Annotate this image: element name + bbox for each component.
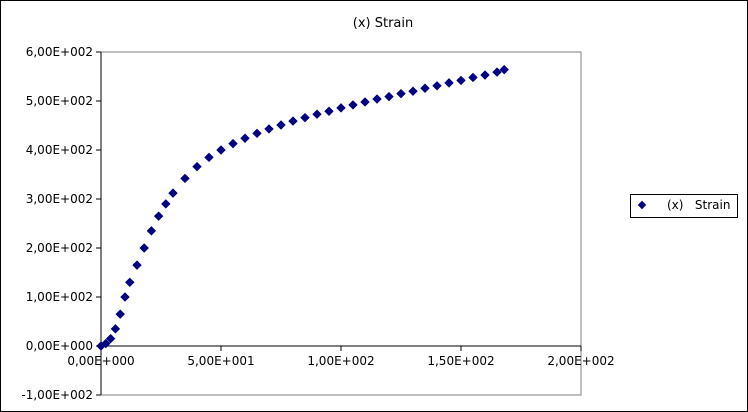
- y-tick-label: 6,00E+002: [26, 45, 93, 59]
- chart-title: (x) Strain: [352, 16, 414, 31]
- data-point: [204, 152, 214, 163]
- data-point: [408, 86, 418, 96]
- data-point: [360, 97, 370, 107]
- x-tick-label: 2,00E+002: [547, 354, 614, 368]
- data-point: [300, 112, 310, 123]
- data-point: [161, 199, 171, 209]
- data-point: [372, 94, 382, 104]
- y-tick-label: 5,00E+002: [26, 94, 93, 108]
- data-point: [468, 72, 478, 83]
- legend: (x) Strain: [630, 194, 738, 218]
- data-point: [180, 173, 190, 184]
- data-point: [276, 120, 286, 130]
- data-point: [120, 292, 130, 302]
- data-point: [499, 64, 509, 75]
- data-point: [216, 145, 226, 155]
- legend-label: (x) Strain: [667, 198, 731, 212]
- data-point: [396, 88, 406, 99]
- data-point: [105, 333, 116, 344]
- x-tick-label: 0,00E+000: [67, 354, 134, 368]
- data-point: [110, 324, 121, 334]
- data-point: [139, 243, 149, 253]
- y-tick-label: 1,00E+002: [26, 290, 93, 304]
- data-point: [101, 338, 111, 349]
- data-point: [153, 211, 164, 221]
- data-point: [324, 106, 334, 116]
- points-layer: [96, 64, 509, 351]
- data-point: [420, 83, 430, 93]
- y-tick-label: 3,00E+002: [26, 192, 93, 206]
- y-tick-label: 2,00E+002: [26, 241, 93, 255]
- legend-marker-diamond-icon: [637, 200, 647, 210]
- x-tick-label: 5,00E+001: [187, 354, 254, 368]
- data-point: [264, 124, 274, 134]
- axes-layer: -1,00E+002 0,00E+000 1,00E+002 2,00E+002 3,0…: [21, 45, 614, 402]
- x-tick-label: 1,00E+002: [307, 354, 374, 368]
- data-point: [444, 78, 454, 88]
- data-point: [348, 100, 358, 110]
- data-point: [288, 116, 298, 126]
- data-point: [384, 91, 394, 102]
- data-point: [240, 133, 250, 143]
- data-point: [480, 70, 490, 80]
- data-point: [132, 260, 142, 270]
- data-point: [115, 309, 125, 319]
- y-tick-label: 4,00E+002: [26, 143, 93, 157]
- data-point: [168, 188, 178, 198]
- data-point: [492, 67, 502, 77]
- data-point: [192, 161, 202, 172]
- data-point: [456, 75, 466, 86]
- y-tick-label: 0,00E+000: [26, 339, 93, 353]
- data-point: [146, 226, 157, 236]
- data-point: [336, 103, 346, 113]
- data-point: [228, 138, 238, 149]
- data-point: [312, 109, 322, 119]
- y-tick-label: -1,00E+002: [21, 388, 93, 402]
- x-tick-label: 1,50E+002: [427, 354, 494, 368]
- data-point: [252, 128, 262, 139]
- data-point: [125, 277, 135, 288]
- data-point: [432, 81, 442, 91]
